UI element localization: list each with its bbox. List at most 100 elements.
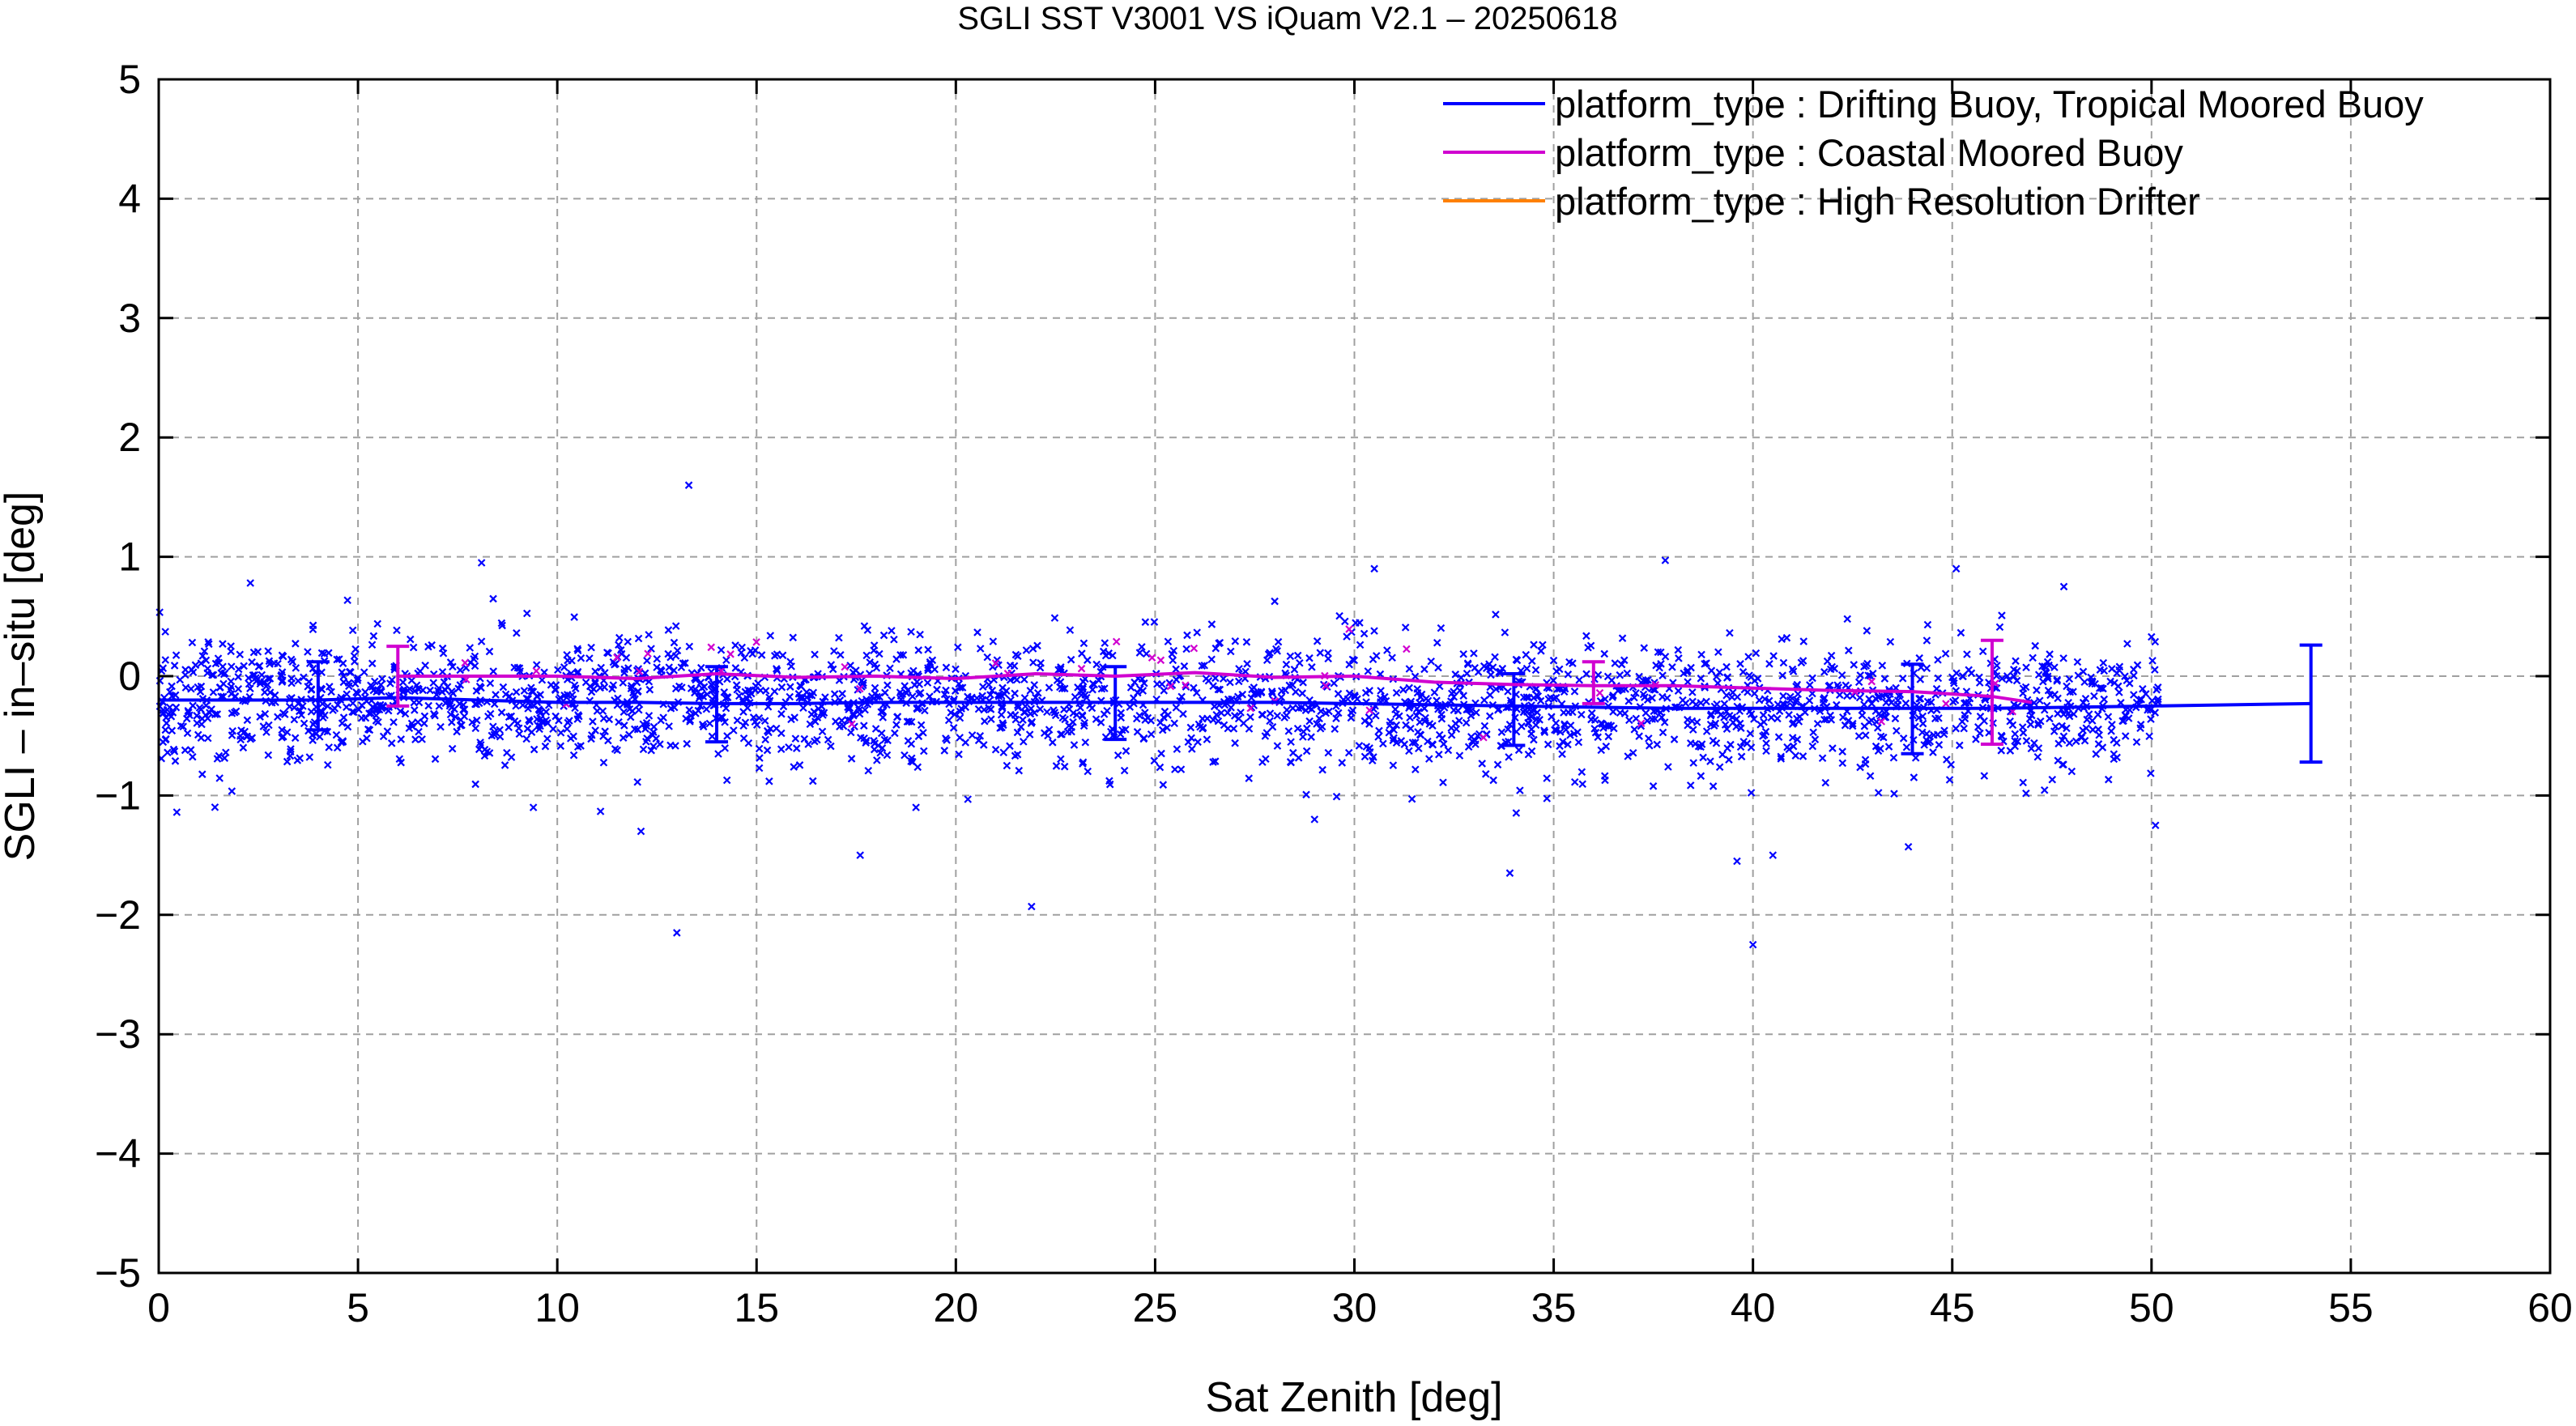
data-point [2046, 691, 2054, 700]
data-point [811, 717, 820, 726]
data-point [497, 619, 506, 628]
data-point [991, 745, 1000, 754]
data-point [399, 687, 407, 696]
data-point [924, 645, 932, 654]
data-point [1497, 742, 1505, 750]
data-point [620, 708, 628, 716]
data-point [804, 740, 812, 748]
data-point [1171, 765, 1179, 773]
data-point [2123, 676, 2131, 685]
data-point [1103, 706, 1111, 715]
data-point [1658, 692, 1667, 701]
data-point [625, 704, 634, 713]
data-point [2022, 663, 2030, 672]
data-point [488, 731, 496, 740]
data-point [187, 685, 195, 693]
data-point [794, 690, 803, 698]
data-point [471, 780, 479, 789]
data-point [1112, 637, 1121, 646]
data-point [460, 712, 469, 721]
data-point [2029, 653, 2037, 662]
data-point [1890, 790, 1898, 798]
data-point [652, 734, 661, 743]
data-point [1211, 757, 1220, 765]
data-point [1861, 756, 1870, 764]
data-point [159, 738, 168, 747]
data-point [1993, 662, 2001, 670]
data-point [2012, 676, 2021, 685]
data-point [360, 668, 368, 676]
data-point [214, 654, 223, 662]
data-point [470, 662, 479, 670]
data-point [1485, 660, 1493, 668]
data-point [1331, 725, 1339, 734]
data-point [361, 687, 369, 696]
data-point [1623, 669, 1632, 678]
data-point [591, 667, 599, 675]
data-point [270, 691, 279, 700]
data-point [625, 730, 633, 739]
data-point [1808, 742, 1817, 751]
data-point [1874, 789, 1883, 797]
data-point [1931, 714, 1939, 723]
data-point [264, 675, 273, 683]
data-point [296, 706, 304, 715]
data-point [1299, 733, 1307, 741]
data-point [383, 727, 392, 735]
data-point [1286, 758, 1295, 766]
data-point [901, 751, 909, 760]
data-point [2008, 721, 2017, 730]
data-point [287, 655, 296, 664]
data-point [1539, 641, 1547, 649]
data-point [1214, 685, 1223, 694]
data-point [1126, 683, 1135, 692]
data-point [1029, 658, 1037, 666]
data-point [2151, 637, 2160, 646]
data-point [1674, 645, 1683, 654]
data-point [1095, 676, 1103, 684]
data-point [913, 763, 922, 772]
data-point [755, 764, 764, 773]
data-point [1725, 711, 1734, 720]
data-point [1439, 778, 1447, 787]
data-point [809, 777, 817, 785]
data-point [912, 803, 920, 811]
data-point [647, 746, 655, 755]
data-point [203, 734, 212, 743]
data-point [685, 706, 693, 714]
data-point [1536, 696, 1545, 705]
data-point [1130, 678, 1139, 687]
data-point [1348, 709, 1356, 717]
data-point [979, 741, 988, 749]
data-point [909, 692, 917, 700]
data-point [1170, 719, 1178, 728]
data-point [733, 685, 742, 694]
data-point [1674, 687, 1683, 695]
data-point [1564, 670, 1573, 679]
data-point [723, 693, 732, 702]
data-point [243, 716, 252, 725]
data-point [1838, 747, 1846, 756]
data-point [875, 649, 884, 658]
data-point [1972, 735, 1980, 743]
data-point [1748, 940, 1757, 949]
data-point [986, 691, 994, 699]
data-point [1207, 620, 1216, 628]
data-point [1080, 718, 1088, 727]
data-point [1184, 738, 1193, 747]
data-point [1726, 628, 1734, 637]
data-point [1464, 743, 1473, 751]
data-point [2147, 769, 2155, 777]
data-point [609, 681, 618, 689]
data-point [643, 657, 651, 665]
data-point [213, 710, 222, 718]
data-point [2021, 683, 2030, 692]
x-tick-label: 50 [2129, 1285, 2174, 1330]
data-point [411, 687, 419, 696]
data-point [1472, 709, 1480, 717]
data-point [1914, 713, 1923, 722]
data-point [309, 621, 317, 630]
data-point [670, 703, 679, 712]
data-point [560, 663, 568, 671]
data-point [2110, 755, 2118, 764]
